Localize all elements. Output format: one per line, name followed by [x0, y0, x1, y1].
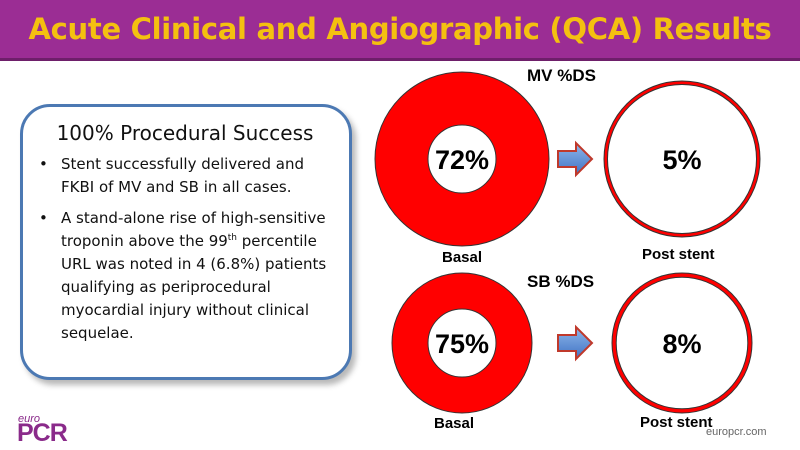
logo-small-text: euro — [18, 413, 41, 425]
arrow-icon — [557, 324, 594, 362]
procedural-success-box: 100% Procedural Success • Stent successf… — [20, 104, 352, 380]
sb-post-stent-value-label: 8% — [662, 329, 701, 359]
sb-chart-title: SB %DS — [527, 272, 595, 291]
box-heading: 100% Procedural Success — [56, 121, 314, 145]
mv-basal-donut-hole — [427, 124, 497, 194]
sb-post-stent-label: Post stent — [640, 414, 713, 431]
arrow-icon — [557, 140, 594, 178]
mv-basal-label: Basal — [442, 249, 483, 266]
bullet-text: Stent successfully delivered and FKBI of… — [61, 155, 304, 196]
bullet-item: • A stand-alone rise of high-sensitive t… — [37, 207, 333, 345]
website-text: europcr.com — [706, 426, 767, 438]
superscript: th — [227, 233, 238, 243]
sb-basal-value-label: 75% — [435, 329, 489, 359]
logo-main-text: PCR — [17, 419, 68, 447]
title-bar: Acute Clinical and Angiographic (QCA) Re… — [0, 0, 800, 61]
sb-basal-label: Basal — [434, 415, 475, 432]
mv-post-stent-label: Post stent — [642, 246, 715, 263]
mv-basal-value-label: 72% — [435, 145, 489, 175]
mv-post-stent-value-label: 5% — [662, 145, 701, 175]
bullet-icon: • — [39, 155, 48, 173]
bullet-item: • Stent successfully delivered and FKBI … — [37, 153, 333, 199]
slide-title: Acute Clinical and Angiographic (QCA) Re… — [28, 12, 772, 46]
bullet-icon: • — [39, 209, 48, 227]
sb-basal-donut-hole — [427, 308, 497, 378]
sb-post-stent-donut-hole — [615, 276, 749, 410]
bullet-text: A stand-alone rise of high-sensitive tro… — [61, 209, 327, 342]
mv-chart-title: MV %DS — [527, 66, 596, 85]
mv-post-stent-donut-hole — [606, 83, 758, 235]
